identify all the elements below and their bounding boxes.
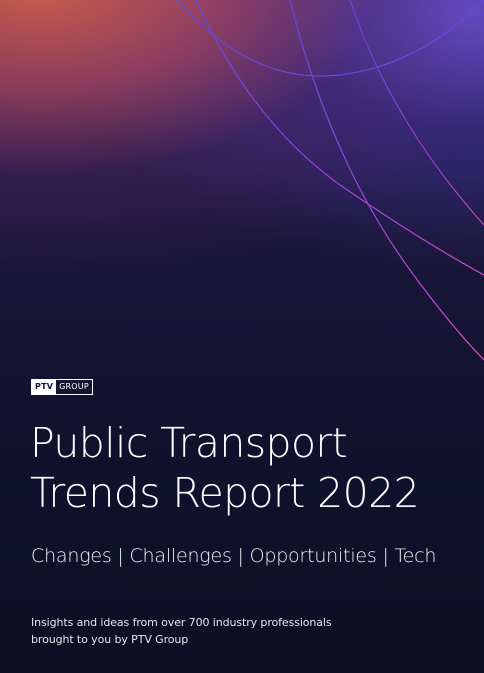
report-intro-line-2: brought to you by PTV Group: [31, 633, 189, 646]
report-title: Public Transport Trends Report 2022: [30, 418, 420, 518]
report-title-line-2: Trends Report 2022: [30, 469, 420, 517]
arc-top-small: [177, 0, 484, 77]
arc-right-inner: [349, 0, 484, 226]
logo-brand: PTV: [32, 380, 57, 394]
report-intro: Insights and ideas from over 700 industr…: [31, 614, 332, 648]
report-tagline: Changes | Challenges | Opportunities | T…: [31, 545, 437, 567]
report-title-line-1: Public Transport: [30, 419, 348, 467]
arc-large: [289, 0, 484, 361]
arc-middle: [195, 0, 484, 276]
logo-suffix: GROUP: [56, 380, 92, 394]
report-intro-line-1: Insights and ideas from over 700 industr…: [31, 616, 332, 629]
ptv-group-logo: PTV GROUP: [31, 379, 93, 395]
